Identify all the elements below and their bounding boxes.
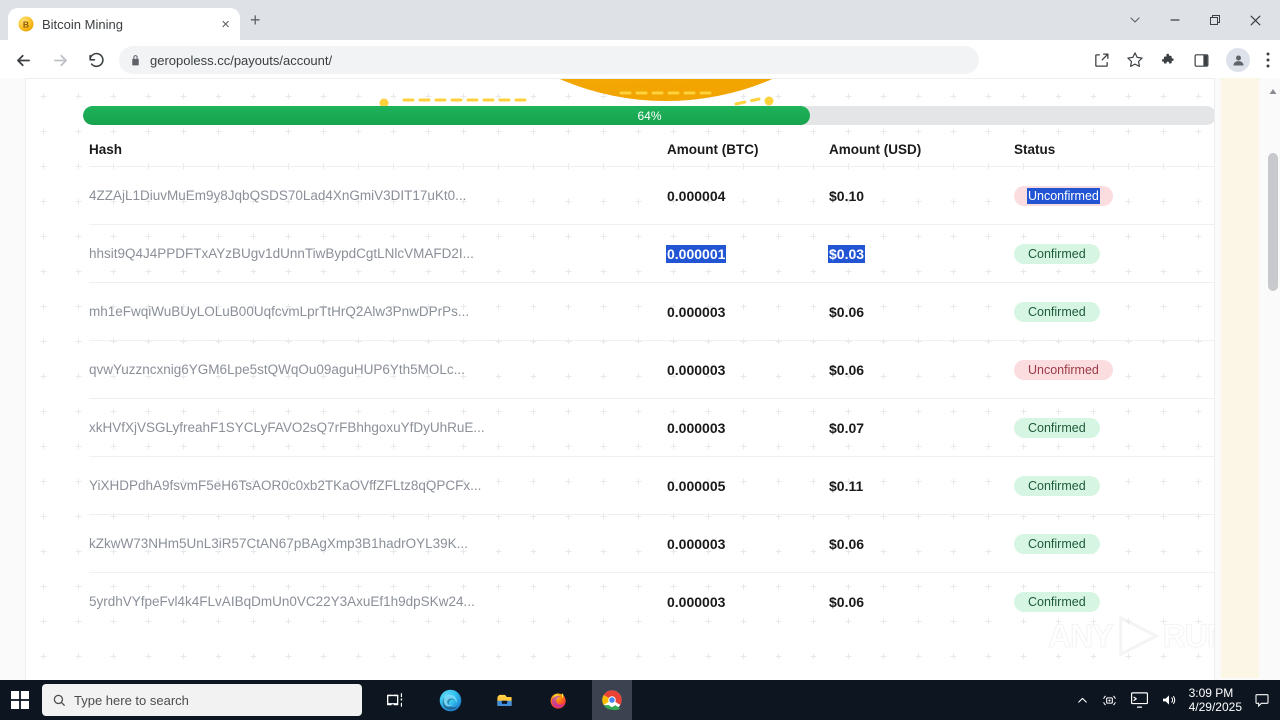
svg-text:B: B	[23, 19, 29, 29]
